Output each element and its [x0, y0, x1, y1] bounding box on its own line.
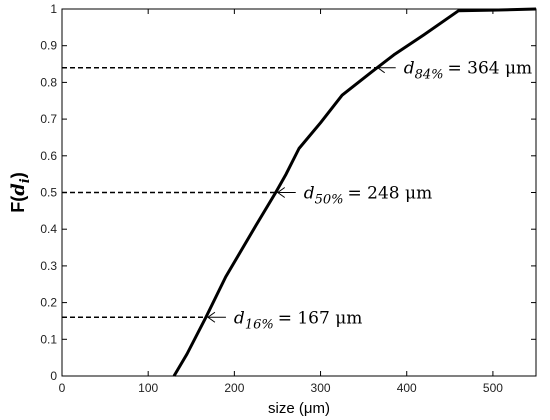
y-axis-label-suffix: ) [8, 172, 28, 178]
y-tick-label: 0 [50, 369, 57, 383]
x-tick-label: 0 [59, 381, 66, 395]
annotation-sub: 50% [315, 193, 344, 208]
y-tick-label: 0.3 [40, 259, 57, 273]
x-tick-label: 400 [397, 381, 417, 395]
x-axis-label: size (μm) [268, 400, 330, 417]
x-axis-ticks: 0 100 200 300 400 500 [59, 9, 503, 395]
y-tick-label: 0.4 [40, 222, 57, 236]
annotation-var: d [234, 308, 245, 328]
y-tick-label: 0.9 [40, 39, 57, 53]
y-tick-label: 0.7 [40, 112, 57, 126]
y-axis-label-prefix: F( [8, 196, 28, 213]
annotation-var: d [304, 184, 315, 204]
y-tick-label: 0.1 [40, 332, 57, 346]
annotation-value: = 248 μm [348, 184, 433, 204]
x-tick-label: 200 [224, 381, 244, 395]
x-tick-label: 500 [483, 381, 503, 395]
arrow-head [207, 311, 216, 323]
guide-lines [62, 66, 376, 319]
y-tick-label: 0.5 [40, 186, 57, 200]
y-axis-label-var: d [8, 183, 29, 196]
y-tick-label: 0.8 [40, 75, 57, 89]
x-tick-label: 300 [311, 381, 331, 395]
x-tick-label: 100 [138, 381, 158, 395]
y-tick-label: 0.2 [40, 296, 57, 310]
annotation-var: d [404, 59, 415, 79]
annotation-sub: 84% [415, 68, 444, 83]
arrow-head [276, 187, 286, 198]
annotation-value: = 167 μm [278, 308, 363, 328]
cdf-line [172, 7, 537, 377]
series [172, 7, 537, 377]
annotation-label: d50% = 248 μm [304, 184, 432, 208]
y-axis-ticks: 0 0.1 0.2 0.3 0.4 0.5 0.6 0.7 0.8 0.9 1 [40, 2, 536, 383]
annotation-label: d16% = 167 μm [234, 308, 362, 332]
annotation-sub: 16% [245, 317, 274, 332]
y-axis-label: F(di) [8, 172, 33, 213]
annotation-value: = 364 μm [447, 59, 532, 79]
annotation-label: d84% = 364 μm [404, 59, 532, 83]
y-axis-label-sub: i [18, 178, 33, 183]
y-tick-label: 1 [50, 2, 57, 16]
arrow-head [376, 62, 385, 74]
y-tick-label: 0.6 [40, 149, 57, 163]
